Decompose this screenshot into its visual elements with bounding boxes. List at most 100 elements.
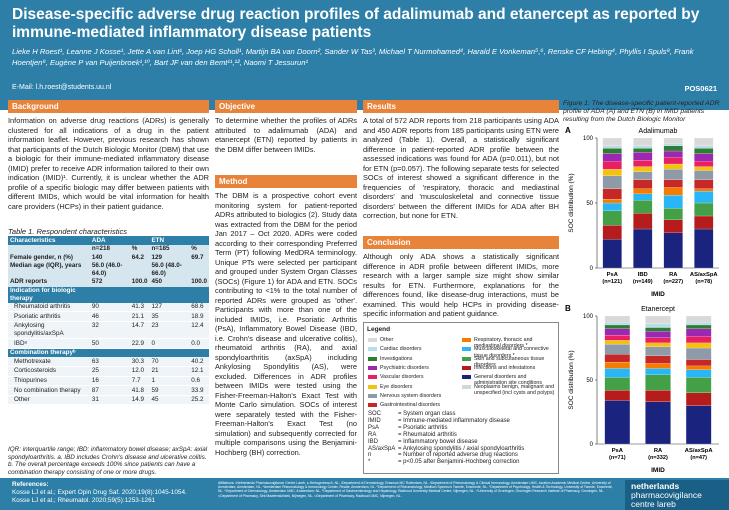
legend-item: Investigations (368, 356, 463, 362)
bar-segment (694, 170, 714, 180)
bar-segment (633, 188, 653, 194)
table-cell: 46 (89, 311, 130, 322)
table-cell: 100.0 (129, 277, 150, 287)
bar-segment (694, 153, 714, 162)
author-list: Lieke H Roest¹, Leanne J Kosse¹, Jette A… (12, 47, 694, 67)
table-cell: 59 (149, 385, 190, 396)
method-heading: Method (215, 175, 357, 188)
bar-segment (645, 337, 671, 343)
table-row: No combination therapy 87 41.8 59 33.9 (8, 385, 209, 396)
bar-segment (685, 359, 712, 367)
bar-segment (694, 161, 714, 167)
chart-title: Adalimumab (639, 128, 678, 135)
legend-swatch (368, 338, 377, 342)
lareb-logo: netherlands pharmacovigilance centre lar… (625, 480, 729, 510)
table-cell: 21 (149, 366, 190, 377)
legend-item: Other (368, 337, 463, 343)
bar-segment (633, 159, 653, 167)
y-axis-label: SOC distribution (%) (568, 350, 575, 409)
bar-segment (602, 145, 622, 149)
abbreviation-key: * (368, 459, 371, 466)
legend-label: Investigations (380, 355, 413, 362)
table-row: Ankylosing spondylitis/axSpA 32 14.7 23 12.4 (8, 321, 209, 340)
table-cell (149, 286, 190, 303)
table-cell: Corticosteroids (8, 366, 90, 377)
legend-label: Other (380, 337, 394, 343)
method-text: The DBM is a prospective cohort event mo… (215, 191, 357, 457)
table-cell: Combination therapyᵇ (8, 348, 90, 358)
table-cell: Other (8, 395, 90, 406)
legend-item: Nervous system disorders (368, 393, 463, 399)
bar-segment (633, 145, 653, 149)
contact-email: E-Mail: l.h.roest@students.uu.nl (12, 84, 112, 91)
table-cell: 87 (89, 385, 130, 396)
bar-segment (685, 328, 712, 337)
bar-segment (685, 324, 712, 329)
poster-title: Disease-specific adverse drug reaction p… (12, 6, 700, 41)
table-cell: 31 (89, 395, 130, 406)
legend-item: Gastrointestinal disorders (368, 402, 463, 408)
bar-segment (604, 361, 631, 369)
table-cell: 25 (89, 366, 130, 377)
y-tick-label: 0 (590, 442, 594, 448)
bar-segment (663, 232, 683, 269)
bar-segment (663, 157, 683, 165)
table-cell: 41.3 (129, 302, 150, 313)
table-cell: 140 (89, 253, 130, 262)
table-cell: 68.6 (189, 302, 209, 313)
table-cell: 45 (149, 395, 190, 406)
legend-swatch (368, 375, 377, 380)
bar-segment (604, 368, 631, 378)
table-cell: 1 (149, 376, 190, 387)
bar-segment (663, 195, 683, 209)
bar-segment (645, 374, 671, 391)
table-cell: 0 (149, 338, 190, 349)
legend-item: Musculoskeletal and connective tissue di… (462, 346, 557, 359)
x-tick-count: (n=121) (602, 279, 622, 285)
table-row: Other 31 14.9 45 25.2 (8, 395, 209, 406)
legend-label: Gastrointestinal disorders (380, 402, 441, 409)
bar-segment (663, 150, 683, 158)
bar-segment (604, 328, 631, 336)
table-cell: 14.9 (129, 395, 150, 406)
x-tick-label: AS/axSpA (690, 272, 719, 278)
background-heading: Background (8, 100, 209, 113)
legend-label: Nervous system disorders (380, 392, 442, 399)
bar-segment (645, 331, 671, 338)
y-axis-label: SOC distribution (%) (568, 173, 575, 232)
table-cell: 25.2 (189, 395, 209, 406)
abbreviation-list: SOC = System organ class IMID = Immune-medi… (368, 411, 524, 466)
bar-segment (663, 187, 683, 196)
x-tick-label: IBD (638, 272, 648, 278)
table-cell: Rheumatoid arthritis (8, 302, 90, 313)
table-row: ADR reports 572 100.0 450 100.0 (8, 277, 209, 287)
legend-item: General disorders and administration sit… (462, 374, 557, 386)
table-cell (189, 286, 209, 303)
bar-segment (645, 327, 671, 332)
x-tick-count: (n=332) (648, 455, 668, 461)
legend-item: Vascular disorders (368, 374, 463, 380)
x-tick-label: RA (654, 448, 663, 454)
table-row: Methotrexate 63 30.3 70 40.2 (8, 357, 209, 367)
bar-segment (694, 179, 714, 189)
x-tick-label: PsA (607, 272, 619, 278)
bar-segment (604, 354, 631, 363)
table-row: Thiopurines 16 7.7 1 0.6 (8, 376, 209, 387)
objective-text: To determine whether the profiles of ADR… (215, 116, 357, 154)
abbreviation-key: PsA (368, 424, 380, 431)
legend-swatch (368, 365, 377, 370)
legend-label: Musculoskeletal and connective tissue di… (474, 346, 549, 359)
bar-segment (604, 322, 631, 326)
table-cell: No combination therapy (8, 385, 90, 396)
chart-adalimumab: A Adalimumab SOC distribution (%) 0 50 100 PsA… (565, 126, 719, 298)
bar-segment (633, 137, 653, 146)
bar-segment (685, 315, 712, 323)
bar-segment (633, 200, 653, 214)
legend-item: Infections and infestations (462, 365, 557, 371)
bar-segment (604, 315, 631, 323)
bar-segment (604, 335, 631, 341)
legend-swatch (462, 384, 471, 389)
legend-item: Skin and subcutaneous tissue disorders (462, 356, 557, 368)
abbreviation-key: AS/axSpA (368, 445, 396, 452)
table-cell: 35 (149, 311, 190, 322)
